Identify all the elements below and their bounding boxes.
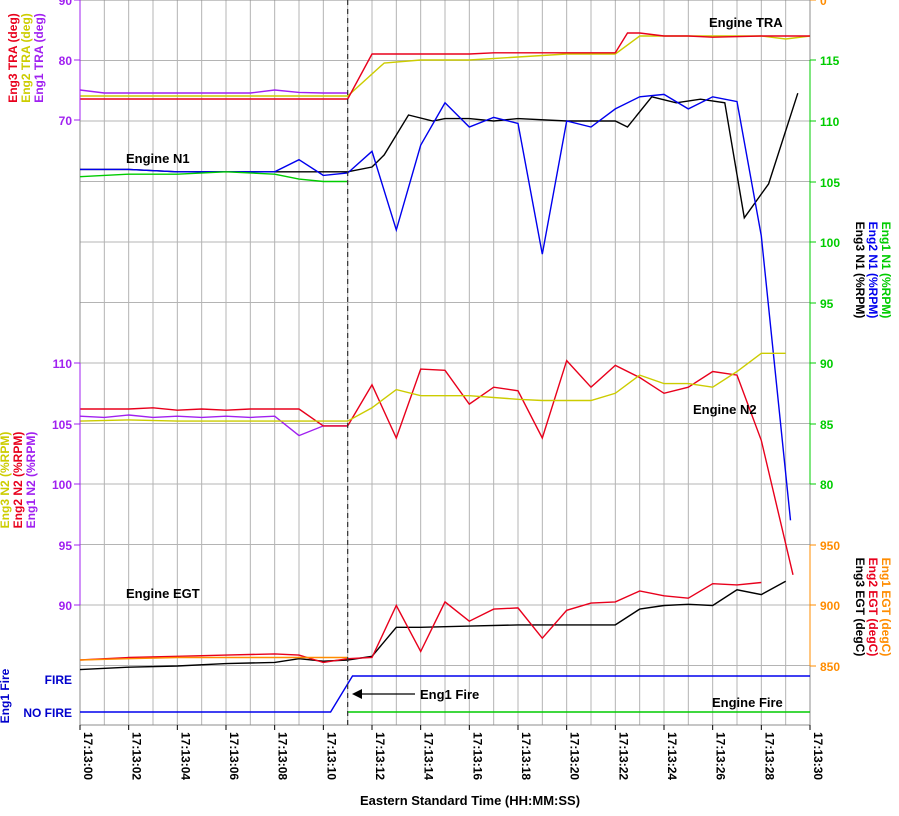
axis-label: Eng2 N2 (%RPM) — [11, 432, 25, 529]
left-tick-label: 95 — [59, 539, 73, 553]
series-line — [79, 580, 787, 671]
axis-label: Eng1 N1 (%RPM) — [879, 222, 893, 319]
series-line — [80, 92, 799, 220]
series-line — [79, 89, 348, 94]
right-tick-label: 110 — [820, 115, 840, 129]
right-tick-label: 115 — [820, 54, 840, 68]
x-axis-title: Eastern Standard Time (HH:MM:SS) — [360, 793, 580, 808]
right-tick-label: 80 — [820, 478, 834, 492]
axis-label: Eng3 TRA (deg) — [6, 13, 20, 103]
right-tick-label: 85 — [820, 418, 834, 432]
panel-title: Engine EGT — [126, 586, 200, 601]
axis-label: Eng3 N2 (%RPM) — [0, 432, 12, 529]
right-tick-label: 100 — [820, 236, 840, 250]
axis-label: Eng1 TRA (deg) — [32, 13, 46, 103]
x-tick-label: 17:13:04 — [178, 732, 192, 780]
series-line — [79, 414, 348, 437]
left-tick-label: 100 — [52, 478, 72, 492]
axis-label: Eng3 N1 (%RPM) — [853, 222, 867, 319]
left-tick-label: 90 — [59, 0, 73, 8]
series-line — [79, 171, 348, 183]
x-tick-label: 17:13:24 — [665, 732, 679, 780]
axis-label: Eng2 EGT (degC) — [866, 558, 880, 657]
right-tick-label: 900 — [820, 599, 840, 613]
left-tick-label: 70 — [59, 114, 73, 128]
panel-title: Engine TRA — [709, 15, 783, 30]
x-tick-label: 17:13:20 — [568, 732, 582, 780]
series-layer — [79, 0, 811, 725]
x-tick-label: 17:13:08 — [276, 732, 290, 780]
left-tick-label: 90 — [59, 599, 73, 613]
series-line — [80, 32, 810, 100]
x-tick-label: 17:13:28 — [762, 732, 776, 780]
x-tick-label: 17:13:26 — [714, 732, 728, 780]
x-tick-label: 17:13:10 — [324, 732, 338, 780]
axis-label: Eng3 EGT (degC) — [853, 558, 867, 657]
series-line — [80, 359, 794, 575]
arrow-head-icon — [352, 689, 362, 699]
nofire-tick-label: NO FIRE — [23, 706, 72, 720]
x-tick-label: 17:13:14 — [422, 732, 436, 780]
series-line — [80, 93, 792, 521]
series-line — [80, 675, 810, 713]
series-line — [79, 352, 786, 422]
right-tick-label: 850 — [820, 660, 840, 674]
series-line — [79, 656, 348, 661]
axis-label: Eng1 EGT (degC) — [879, 558, 893, 657]
x-tick-label: 17:13:22 — [616, 732, 630, 780]
right-tick-label: 0 — [820, 0, 827, 8]
right-tick-label: 950 — [820, 539, 840, 553]
right-tick-label: 90 — [820, 357, 834, 371]
axis-label: Eng1 N2 (%RPM) — [24, 432, 38, 529]
axis-label: Eng2 N1 (%RPM) — [866, 222, 880, 319]
axis-label: Eng1 Fire — [0, 668, 12, 723]
x-tick-label: 17:13:02 — [130, 732, 144, 780]
panel-title: Engine N1 — [126, 151, 190, 166]
x-tick-label: 17:13:00 — [81, 732, 95, 780]
series-line — [79, 581, 762, 664]
grid — [79, 0, 811, 726]
left-tick-label: 110 — [53, 357, 73, 371]
panel-title: Engine N2 — [693, 402, 757, 417]
x-tick-label: 17:13:16 — [470, 732, 484, 780]
left-tick-label: 80 — [59, 54, 73, 68]
x-tick-label: 17:13:12 — [373, 732, 387, 780]
x-tick-label: 17:13:18 — [519, 732, 533, 780]
x-tick-label: 17:13:30 — [811, 732, 825, 780]
x-tick-label: 17:13:06 — [227, 732, 241, 780]
left-tick-label: 105 — [52, 418, 72, 432]
fire-tick-label: FIRE — [45, 673, 72, 687]
right-tick-label: 95 — [820, 297, 834, 311]
right-tick-label: 105 — [820, 176, 840, 190]
labels: Eng1 Fire Engine TRA Engine N1 Engine N2 Eng… — [126, 15, 783, 710]
panel-title: Engine Fire — [712, 695, 783, 710]
event-marker-label: Eng1 Fire — [420, 687, 479, 702]
axis-label: Eng2 TRA (deg) — [19, 13, 33, 103]
